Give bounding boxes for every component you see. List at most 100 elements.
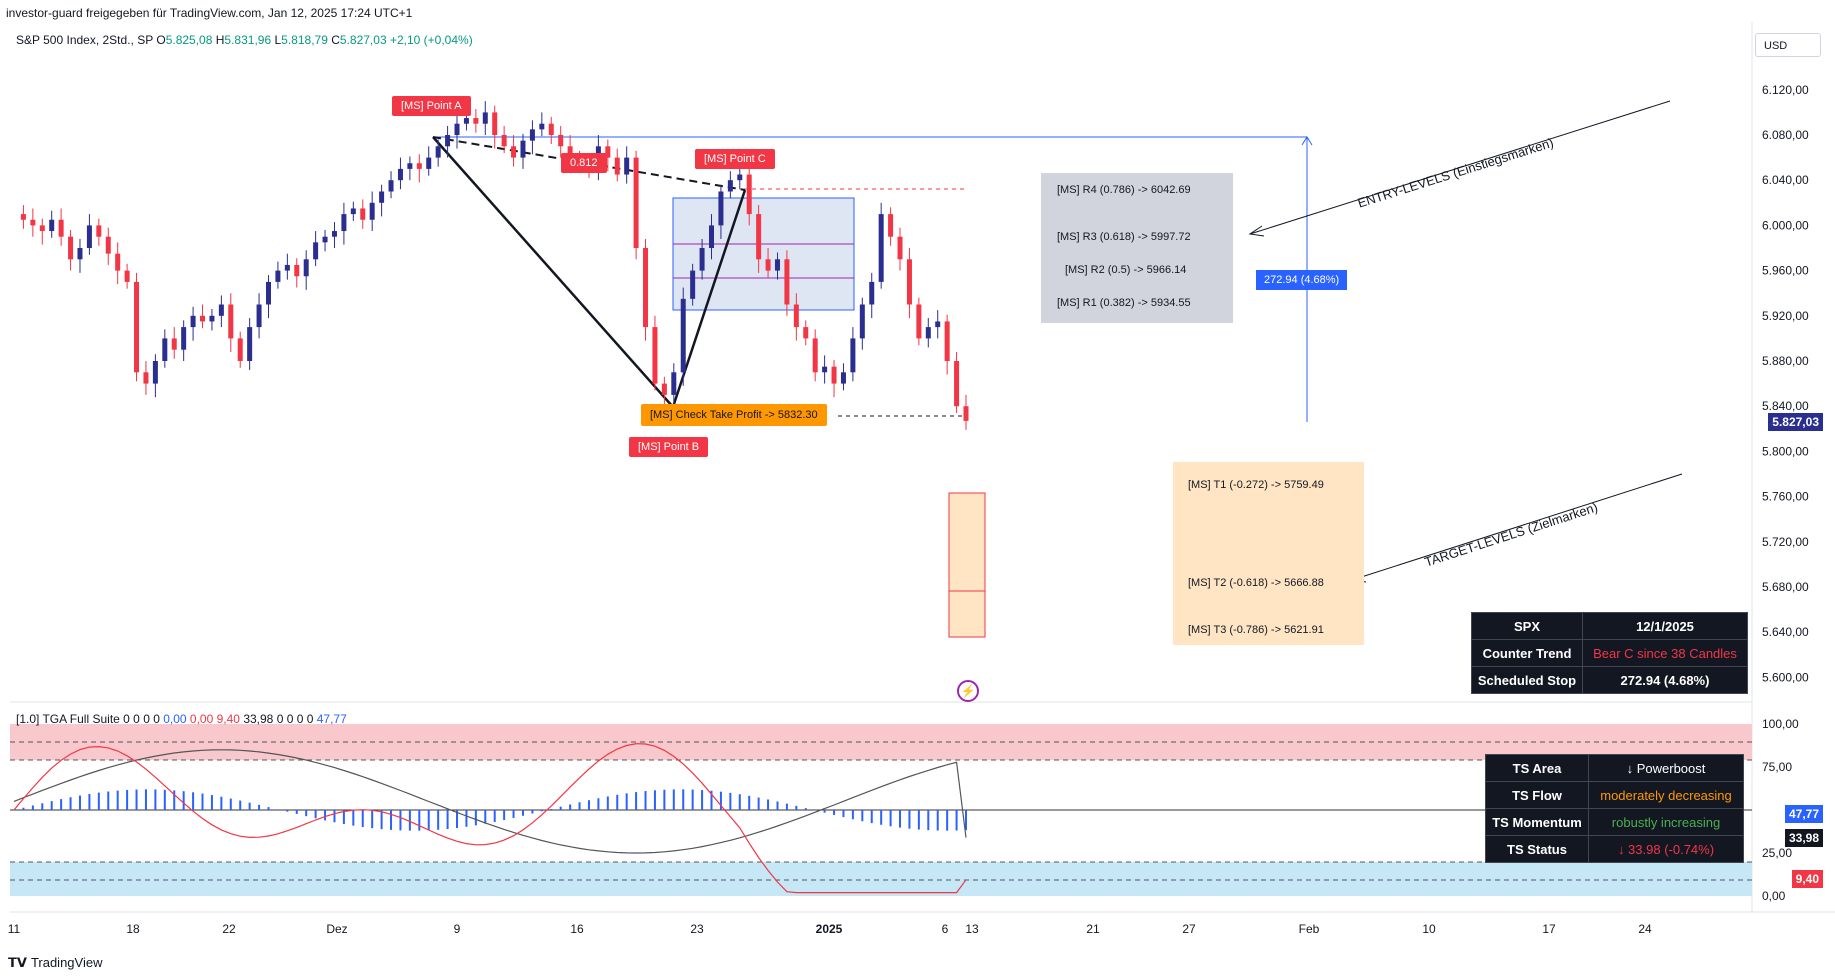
- close-label: C: [331, 33, 340, 47]
- candle-body: [954, 361, 960, 407]
- ts-row: TS Area ↓ Powerboost: [1485, 754, 1744, 782]
- price-tick-label: 5.600,00: [1762, 670, 1809, 684]
- time-tick-label: 22: [222, 922, 236, 936]
- candle-body: [558, 135, 564, 147]
- last-price-tag: 5.827,03: [1768, 413, 1823, 431]
- candle-body: [822, 366, 828, 373]
- ts-cell: ↓ 33.98 (-0.74%): [1588, 835, 1744, 863]
- candle-body: [39, 225, 45, 232]
- symbol-name[interactable]: S&P 500 Index, 2Std., SP: [16, 33, 153, 47]
- candle-body: [765, 259, 771, 271]
- time-tick-label: 2025: [816, 922, 843, 936]
- indicator-name: [1.0] TGA Full Suite: [16, 712, 120, 726]
- candle-body: [643, 248, 649, 328]
- ts-cell: TS Flow: [1485, 781, 1589, 809]
- entry-level-r1: [MS] R1 (0.382) -> 5934.55: [1057, 297, 1191, 309]
- ts-cell: TS Momentum: [1485, 808, 1589, 836]
- candle-body: [105, 236, 111, 254]
- take-profit-label[interactable]: [MS] Check Take Profit -> 5832.30: [641, 404, 827, 426]
- point-a-label[interactable]: [MS] Point A: [392, 96, 471, 116]
- open-label: O: [156, 33, 166, 47]
- time-tick-label: 16: [570, 922, 584, 936]
- candle-body: [614, 157, 620, 175]
- candle-body: [671, 372, 677, 395]
- candle-body: [77, 248, 83, 260]
- candle-body: [963, 406, 969, 421]
- brand-footer[interactable]: 𝗧𝗩 TradingView: [8, 955, 102, 971]
- price-tick-label: 5.720,00: [1762, 535, 1809, 549]
- measure-label[interactable]: 272.94 (4.68%): [1256, 270, 1348, 290]
- point-b-label[interactable]: [MS] Point B: [629, 437, 709, 457]
- candle-body: [812, 338, 818, 373]
- time-tick-label: 9: [454, 922, 461, 936]
- osc-tick-label: 100,00: [1762, 717, 1799, 731]
- candle-body: [143, 372, 149, 384]
- osc-tick-label: 75,00: [1762, 760, 1792, 774]
- lightning-icon[interactable]: ⚡: [957, 680, 979, 702]
- ratio-label[interactable]: 0.812: [561, 153, 607, 173]
- indicator-v2: 0,00: [189, 712, 214, 726]
- open-value: 5.825,08: [165, 33, 213, 47]
- target-arrow: [1351, 473, 1683, 581]
- candle-body: [756, 214, 762, 260]
- oversold-zone: [10, 862, 1752, 896]
- candle-body: [162, 338, 168, 361]
- candle-body: [897, 236, 903, 260]
- candle-body: [916, 304, 922, 339]
- candle-body: [944, 321, 950, 361]
- candle-body: [369, 202, 375, 220]
- price-tick-label: 5.760,00: [1762, 490, 1809, 504]
- time-tick-label: Dez: [326, 922, 347, 936]
- candle-body: [209, 315, 215, 322]
- candle-body: [774, 259, 780, 271]
- info-cell: Counter Trend: [1471, 639, 1583, 667]
- candle-body: [341, 214, 347, 232]
- candle-body: [68, 236, 74, 260]
- candle-body: [850, 338, 856, 373]
- indicator-v3: 9,40: [216, 712, 240, 726]
- candle-body: [539, 123, 545, 130]
- point-c-label[interactable]: [MS] Point C: [695, 149, 775, 169]
- close-value: 5.827,03: [339, 33, 387, 47]
- price-tick-label: 6.120,00: [1762, 83, 1809, 97]
- target-level-t3: [MS] T3 (-0.786) -> 5621.91: [1188, 624, 1324, 636]
- candle-body: [746, 174, 752, 215]
- candle-body: [661, 383, 667, 395]
- candle-body: [426, 157, 432, 169]
- candle-body: [482, 112, 488, 124]
- target-level-t1: [MS] T1 (-0.272) -> 5759.49: [1188, 479, 1324, 491]
- candle-body: [463, 118, 469, 124]
- time-tick-label: 17: [1542, 922, 1556, 936]
- candle-body: [20, 214, 26, 220]
- time-tick-label: 6: [942, 922, 949, 936]
- candle-body: [859, 304, 865, 339]
- candle-body: [869, 281, 875, 305]
- osc-fast-line: [13, 743, 967, 894]
- candle-body: [200, 315, 206, 322]
- indicator-legend[interactable]: [1.0] TGA Full Suite 0 0 0 0 0,00 0,00 9…: [16, 712, 347, 726]
- candle-body: [284, 264, 290, 271]
- candle-body: [247, 327, 253, 361]
- candle-body: [888, 214, 894, 237]
- indicator-v4: 33,98: [243, 712, 274, 726]
- candle-body: [86, 225, 92, 248]
- candle-body: [803, 327, 809, 339]
- osc-tick-label: 0,00: [1762, 889, 1786, 903]
- price-tick-label: 5.640,00: [1762, 625, 1809, 639]
- ts-cell: ↓ Powerboost: [1588, 754, 1744, 782]
- candle-body: [906, 259, 912, 305]
- candle-body: [96, 225, 102, 237]
- price-tick-label: 6.080,00: [1762, 128, 1809, 142]
- candle-body: [228, 304, 234, 339]
- candle-body: [294, 264, 300, 277]
- currency-selector[interactable]: USD: [1755, 33, 1821, 57]
- candle-body: [727, 180, 733, 192]
- candle-body: [265, 281, 271, 305]
- high-value: 5.831,96: [224, 33, 272, 47]
- candle-body: [388, 180, 394, 192]
- candle-body: [529, 129, 535, 141]
- candle-body: [699, 248, 705, 271]
- candle-body: [397, 168, 403, 181]
- brand-name: TradingView: [30, 955, 103, 970]
